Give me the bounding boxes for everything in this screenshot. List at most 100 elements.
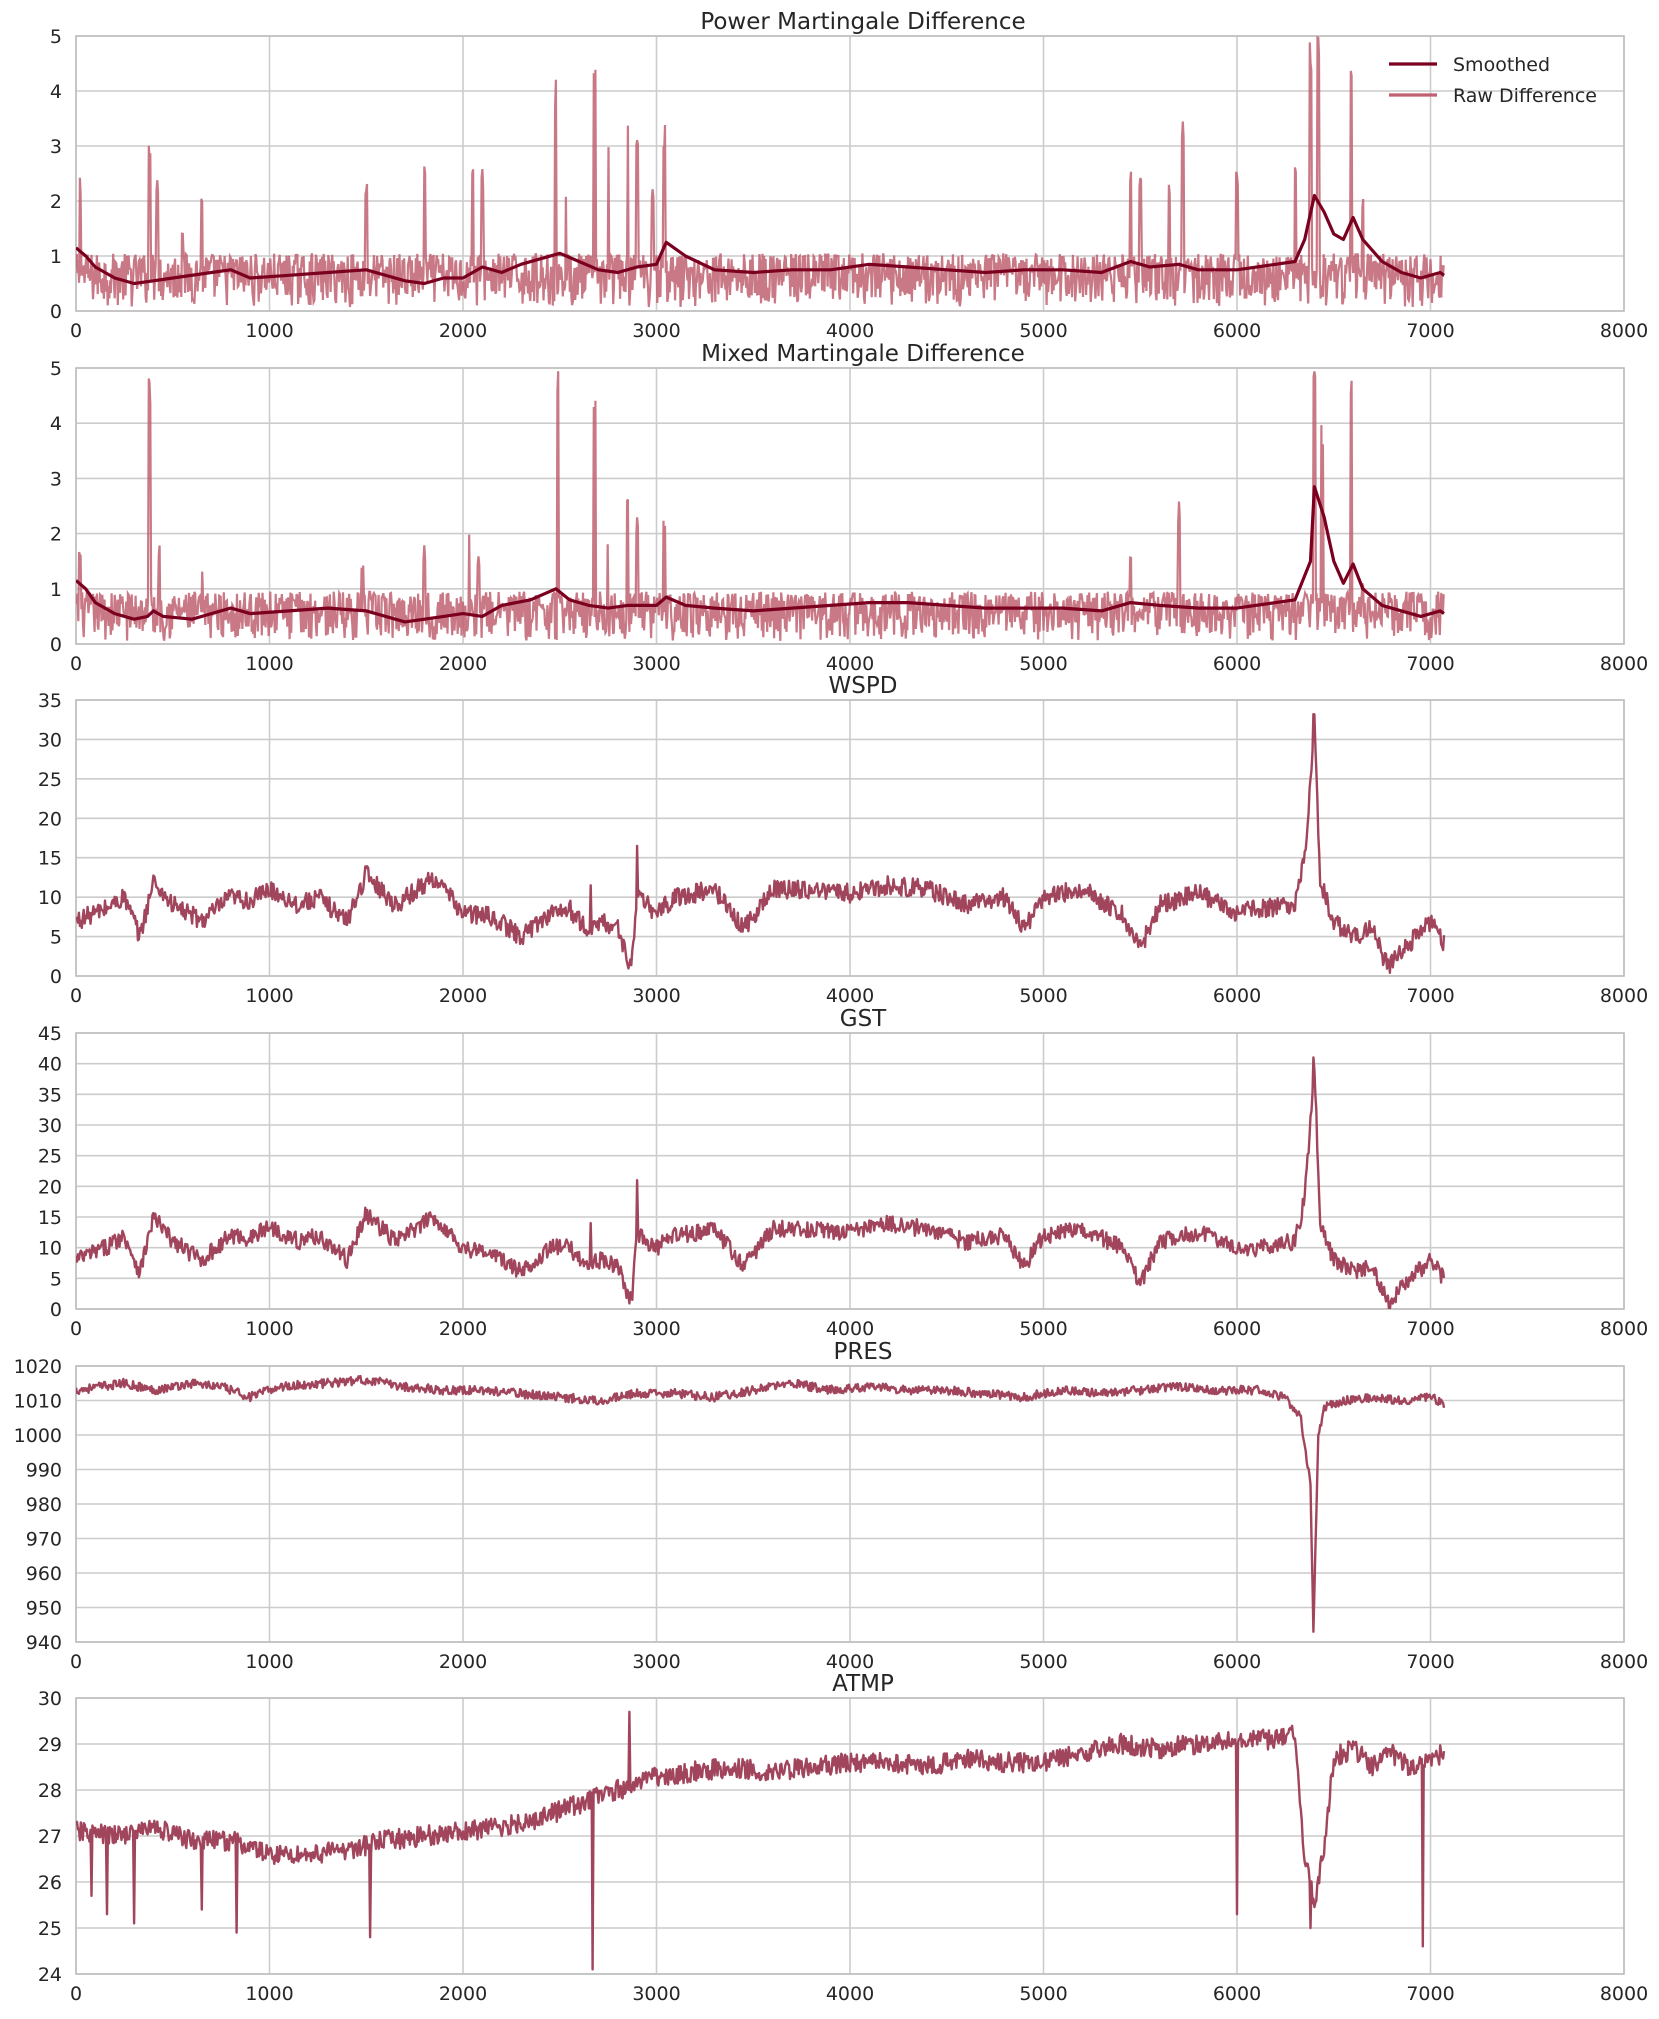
x-tick-label: 7000 (1406, 1983, 1454, 2005)
x-tick-label: 8000 (1600, 1318, 1648, 1340)
y-tick-label: 24 (38, 1964, 62, 1986)
subplot-title: GST (840, 1006, 887, 1032)
y-tick-label: 0 (50, 966, 62, 988)
x-tick-label: 0 (70, 1651, 82, 1673)
axes-frame (75, 1032, 1625, 1310)
y-tick-label: 27 (38, 1826, 62, 1848)
x-tick-label: 6000 (1213, 320, 1261, 342)
y-tick-label: 30 (38, 1688, 62, 1710)
y-tick-label: 20 (38, 808, 62, 830)
x-tick-label: 8000 (1600, 320, 1648, 342)
y-tick-label: 990 (26, 1460, 62, 1482)
x-tick-label: 5000 (1019, 653, 1067, 675)
y-tick-label: 0 (50, 1299, 62, 1321)
subplot-title: ATMP (832, 1671, 894, 1697)
x-tick-label: 7000 (1406, 985, 1454, 1007)
axes-frame (75, 367, 1625, 645)
x-tick-label: 1000 (245, 1983, 293, 2005)
y-tick-label: 5 (50, 358, 62, 380)
x-tick-label: 5000 (1019, 1651, 1067, 1673)
x-tick-label: 6000 (1213, 1651, 1261, 1673)
subplot-5: 0 1000 2000 3000 4000 5000 6000 7000 8000 940 950 9… (14, 1339, 1649, 1673)
y-tick-label: 45 (38, 1023, 62, 1045)
x-tick-label: 6000 (1213, 1983, 1261, 2005)
axes-frame (75, 699, 1625, 977)
y-tick-label: 20 (38, 1176, 62, 1198)
x-tick-label: 0 (70, 320, 82, 342)
series-line (76, 713, 1446, 974)
x-tick-label: 2000 (439, 1983, 487, 2005)
subplot-4: 0 1000 2000 3000 4000 5000 6000 7000 8000 0 5 10 15 2… (38, 1006, 1648, 1340)
subplot-title: Mixed Martingale Difference (701, 341, 1025, 367)
y-tick-label: 15 (38, 848, 62, 870)
x-tick-label: 7000 (1406, 320, 1454, 342)
x-tick-label: 6000 (1213, 1318, 1261, 1340)
x-tick-label: 4000 (826, 1651, 874, 1673)
x-tick-label: 3000 (632, 1318, 680, 1340)
y-tick-label: 10 (38, 1238, 62, 1260)
x-tick-label: 8000 (1600, 1983, 1648, 2005)
y-tick-label: 0 (50, 301, 62, 323)
x-tick-label: 1000 (245, 1651, 293, 1673)
x-tick-label: 3000 (632, 653, 680, 675)
legend-label: Raw Difference (1453, 85, 1597, 107)
x-tick-label: 2000 (439, 653, 487, 675)
axes-frame (75, 35, 1625, 312)
plot-area (76, 1710, 1446, 1971)
x-tick-label: 7000 (1406, 1651, 1454, 1673)
y-tick-label: 0 (50, 634, 62, 656)
y-tick-label: 29 (38, 1734, 62, 1756)
y-tick-label: 28 (38, 1780, 62, 1802)
series-line (76, 1710, 1446, 1971)
x-tick-label: 0 (70, 653, 82, 675)
series-line (76, 1374, 1446, 1633)
x-tick-label: 2000 (439, 320, 487, 342)
subplot-3: 0 1000 2000 3000 4000 5000 6000 7000 8000 0 5 10 15 2… (38, 673, 1648, 1007)
x-tick-label: 1000 (245, 320, 293, 342)
y-tick-label: 970 (26, 1529, 62, 1551)
series-line (76, 1056, 1446, 1309)
subplot-title: PRES (834, 1339, 893, 1365)
y-tick-label: 40 (38, 1054, 62, 1076)
y-tick-label: 30 (38, 1115, 62, 1137)
raw-difference-line (76, 371, 1445, 641)
legend-label: Smoothed (1453, 54, 1550, 76)
y-tick-label: 960 (26, 1563, 62, 1585)
x-tick-label: 1000 (245, 1318, 293, 1340)
x-tick-label: 7000 (1406, 1318, 1454, 1340)
x-tick-label: 6000 (1213, 985, 1261, 1007)
y-tick-label: 5 (50, 1268, 62, 1290)
y-tick-label: 2 (50, 524, 62, 546)
x-tick-label: 3000 (632, 1983, 680, 2005)
raw-difference-line (76, 36, 1445, 308)
plot-area (76, 36, 1445, 308)
x-tick-label: 3000 (632, 1651, 680, 1673)
y-tick-label: 25 (38, 1146, 62, 1168)
y-tick-label: 4 (50, 413, 62, 435)
y-tick-label: 35 (38, 1084, 62, 1106)
y-tick-label: 35 (38, 690, 62, 712)
x-tick-label: 8000 (1600, 653, 1648, 675)
x-tick-label: 4000 (826, 1983, 874, 2005)
x-tick-label: 5000 (1019, 985, 1067, 1007)
y-tick-label: 2 (50, 191, 62, 213)
smoothed-line (76, 485, 1445, 624)
y-tick-label: 1000 (14, 1425, 62, 1447)
x-tick-label: 5000 (1019, 1318, 1067, 1340)
subplot-stack: 0 1000 2000 3000 4000 5000 6000 7000 8000012345P… (14, 9, 1649, 2005)
legend: Smoothed Raw Difference (1389, 54, 1597, 107)
y-tick-label: 1 (50, 579, 62, 601)
subplot-title: Power Martingale Difference (700, 9, 1025, 35)
plot-area (76, 1374, 1446, 1633)
y-tick-label: 1020 (14, 1356, 62, 1378)
x-tick-label: 2000 (439, 985, 487, 1007)
x-tick-label: 8000 (1600, 1651, 1648, 1673)
y-tick-label: 10 (38, 887, 62, 909)
x-tick-label: 4000 (826, 320, 874, 342)
axes-frame (75, 1697, 1625, 1975)
axes-frame (75, 1365, 1625, 1643)
x-tick-label: 5000 (1019, 320, 1067, 342)
x-tick-label: 0 (70, 1983, 82, 2005)
x-tick-label: 4000 (826, 1318, 874, 1340)
y-tick-label: 5 (50, 26, 62, 48)
